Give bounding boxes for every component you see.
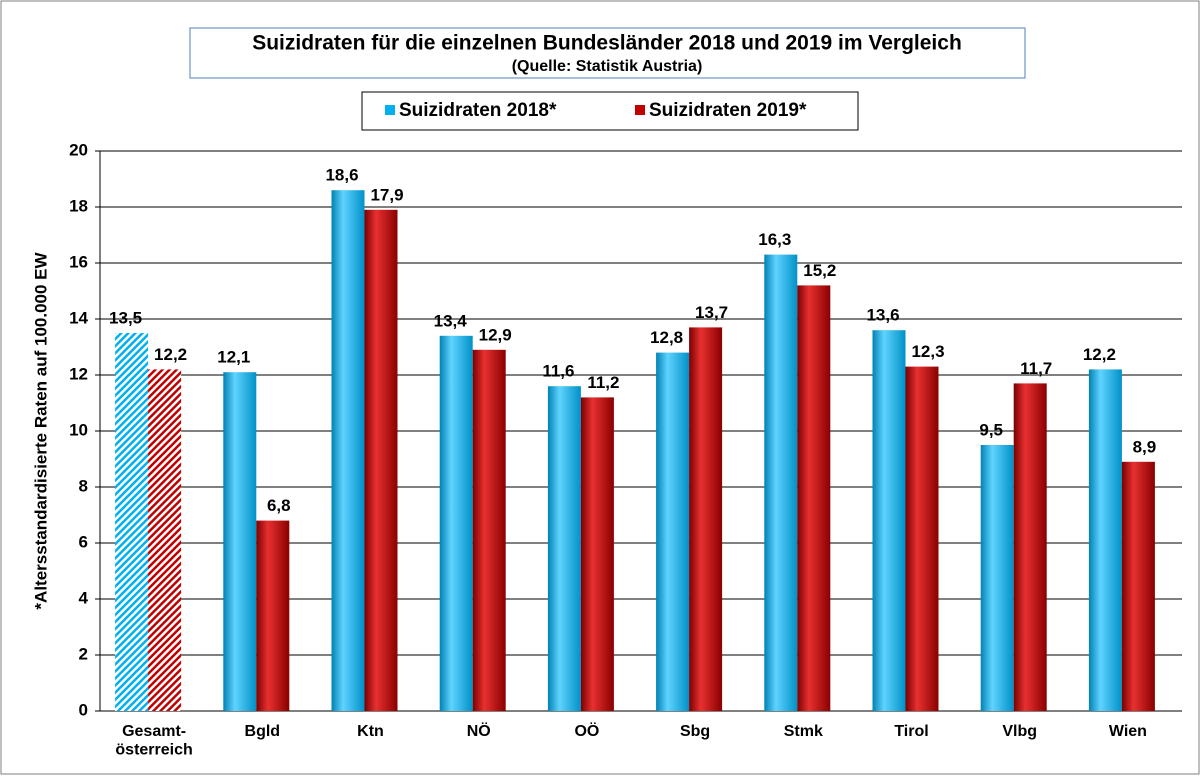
bar [689,327,723,711]
bar [439,335,473,711]
bar [764,254,798,711]
bar [547,386,581,711]
bar [331,190,365,711]
x-tick-label: Bgld [245,723,281,740]
y-tick-label: 18 [69,196,88,215]
x-tick-label: Tirol [894,723,928,740]
chart-subtitle: (Quelle: Statistik Austria) [512,58,703,75]
chart-title: Suizidraten für die einzelnen Bundesländ… [252,32,962,55]
value-label: 13,7 [695,303,728,322]
legend-label: Suizidraten 2019* [649,100,807,121]
y-tick-label: 0 [79,700,88,719]
bar [980,445,1014,711]
value-label: 13,5 [109,308,142,327]
bar [148,369,182,711]
y-tick-label: 14 [69,308,88,327]
legend-label: Suizidraten 2018* [399,100,557,121]
bar [223,372,257,711]
y-tick-label: 16 [69,252,88,271]
y-tick-label: 10 [69,420,88,439]
value-label: 11,6 [542,362,574,381]
value-label: 16,3 [758,230,791,249]
bar [872,330,906,711]
value-label: 13,4 [434,311,468,330]
y-tick-label: 20 [69,140,88,159]
value-label: 12,9 [479,325,512,344]
value-label: 12,2 [1083,345,1116,364]
value-label: 11,7 [1020,359,1052,378]
x-tick-label: Sbg [680,723,710,740]
value-label: 18,6 [325,166,358,185]
value-label: 11,2 [587,373,619,392]
value-label: 9,5 [979,420,1003,439]
x-tick-label: Wien [1109,723,1147,740]
bar [364,209,398,712]
y-tick-label: 12 [69,364,88,383]
value-label: 12,3 [911,342,944,361]
bar [472,349,506,711]
legend-swatch [635,105,645,115]
bar [656,352,690,711]
value-label: 6,8 [267,496,291,515]
bar [905,366,939,711]
bar [1088,369,1122,711]
x-tick-label: Gesamt-österreich [115,723,192,758]
y-tick-label: 6 [79,532,88,551]
value-label: 12,8 [650,328,683,347]
x-tick-label: OÖ [574,721,599,740]
x-tick-label: Ktn [357,723,384,740]
value-label: 12,1 [217,348,250,367]
value-label: 15,2 [803,261,836,280]
x-tick-label: NÖ [467,721,491,740]
legend-swatch [385,105,395,115]
title-box [189,27,1026,79]
value-label: 13,6 [866,306,899,325]
bar [797,285,831,711]
y-tick-label: 8 [79,476,88,495]
y-axis-label: *Altersstandardisierte Raten auf 100.000… [31,251,50,609]
y-tick-label: 4 [79,588,89,607]
value-label: 17,9 [370,185,403,204]
value-label: 12,2 [154,345,187,364]
y-tick-label: 2 [79,644,88,663]
x-tick-label: Vlbg [1002,723,1037,740]
bar [580,397,614,711]
legend-box [361,91,859,131]
x-tick-label: Stmk [784,723,823,740]
value-label: 8,9 [1133,437,1157,456]
bar [256,520,290,711]
bar [115,333,149,711]
bar [1013,383,1047,711]
bar [1121,461,1155,711]
